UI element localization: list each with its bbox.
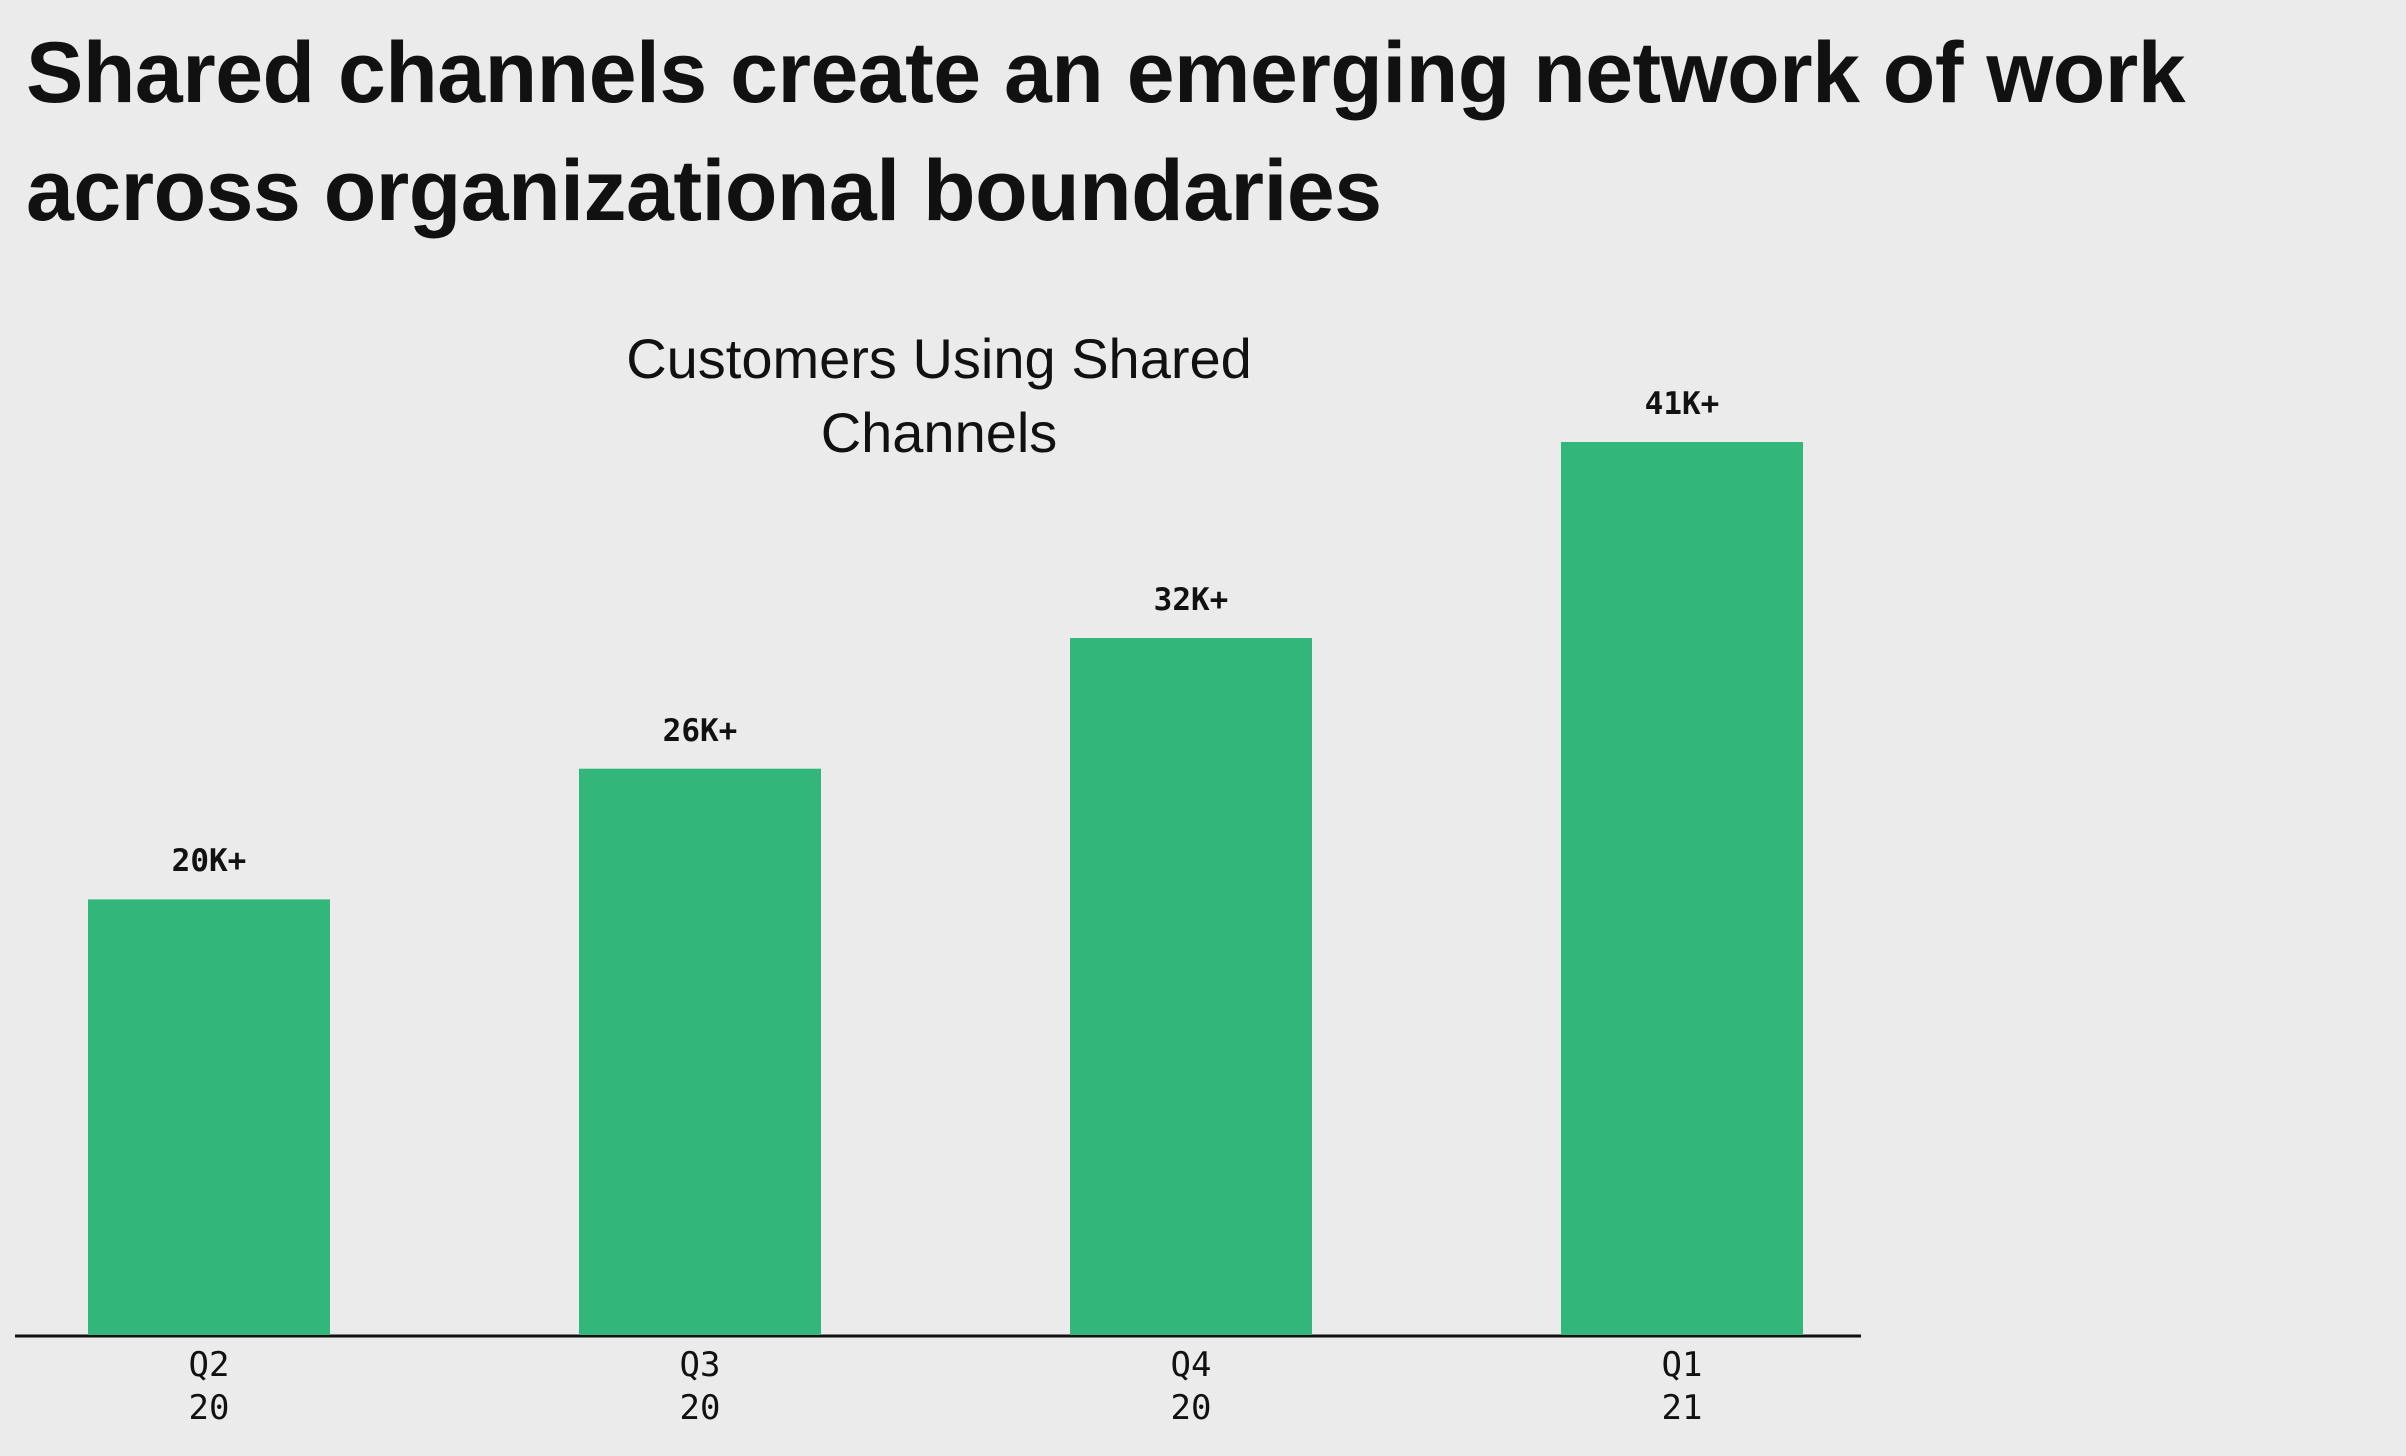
x-tick-label: Q2 20	[188, 1345, 230, 1428]
bar	[88, 899, 330, 1335]
chart-subtitle: Customers Using Shared Channels	[626, 327, 1252, 464]
bar	[579, 768, 821, 1335]
chart-title: Shared channels create an emerging netwo…	[26, 25, 2186, 239]
x-tick-label: Q1 21	[1661, 1345, 1703, 1428]
bar	[1561, 442, 1803, 1335]
bar	[1070, 638, 1312, 1335]
x-tick-label: Q3 20	[679, 1345, 721, 1428]
data-label: 32K+	[1153, 582, 1229, 619]
x-tick-label: Q4 20	[1170, 1345, 1212, 1428]
data-label: 41K+	[1644, 386, 1720, 422]
data-label: 20K+	[171, 843, 247, 880]
data-label: 26K+	[662, 712, 738, 749]
